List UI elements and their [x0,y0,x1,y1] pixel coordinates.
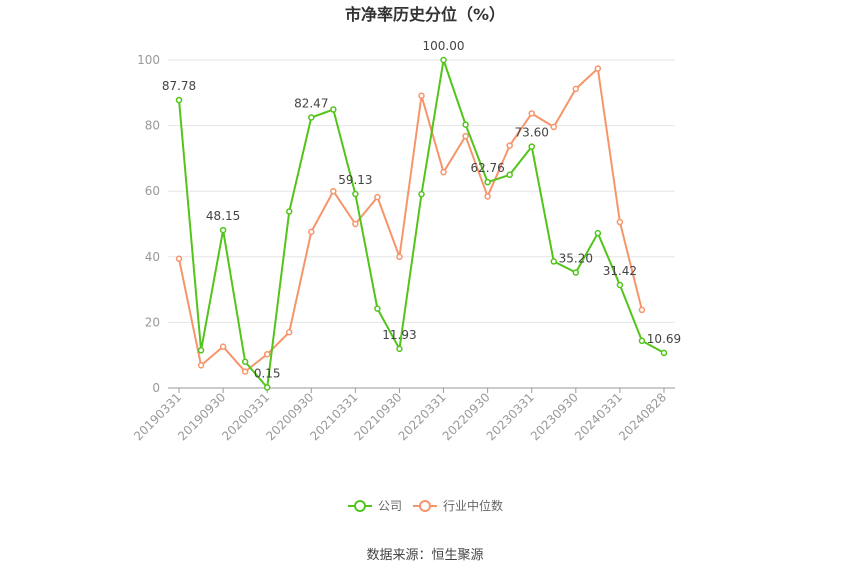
legend-label: 公司 [378,499,402,513]
data-point [638,306,646,314]
data-point [484,193,491,200]
data-labels: 87.78 48.15 0.15 82.47 59.13 11.93 100.00 62.76… [162,39,681,381]
data-point [616,218,624,226]
data-point [374,193,381,201]
data-point [396,345,403,353]
data-label: 31.42 [603,264,637,278]
data-point [396,253,403,261]
data-point [263,384,271,391]
data-point [285,328,293,336]
data-point [528,110,535,117]
chart-title: 市净率历史分位（%） [345,5,505,24]
data-point [175,96,183,104]
data-point [219,226,227,234]
data-point [550,258,558,265]
data-point [197,362,205,369]
data-point [484,178,491,186]
legend[interactable]: 公司 行业中位数 [348,498,503,513]
data-point [418,92,425,100]
y-tick-label: 40 [145,250,160,264]
data-point [660,349,668,357]
data-point [506,171,513,179]
data-label: 100.00 [423,39,465,53]
y-tick-label: 20 [145,315,160,329]
data-point [263,350,271,358]
data-point [352,220,359,228]
data-point [219,343,227,350]
data-point [352,190,359,198]
data-label: 10.69 [647,332,681,346]
data-point [418,190,425,198]
legend-swatch-marker [419,500,431,512]
data-label: 62.76 [470,161,504,175]
data-point [175,255,183,263]
data-point [330,187,337,195]
data-point [572,85,580,93]
data-point [308,114,315,121]
data-point [462,132,469,140]
data-label: 11.93 [382,328,416,342]
y-axis: 0 20 40 60 80 100 [137,53,160,395]
data-label: 35.20 [559,252,593,266]
data-point [440,56,447,64]
data-point [374,305,381,312]
data-point [616,281,624,289]
data-point [440,168,447,176]
data-point [572,269,580,276]
series-line-0 [178,59,665,389]
data-point [285,208,293,215]
data-label: 87.78 [162,79,196,93]
data-point [594,229,602,237]
legend-swatch-marker [354,500,366,512]
y-tick-label: 80 [145,119,160,133]
data-point [462,121,469,128]
data-point [241,358,249,366]
x-axis: 2019033120190930202003312020093020210331… [131,387,675,443]
data-label: 59.13 [338,173,372,187]
data-point [594,65,602,72]
data-label: 0.15 [254,367,281,381]
series-layer [175,56,668,391]
data-point [197,347,205,354]
x-tick-label: 20240828 [616,390,669,443]
y-tick-label: 0 [152,381,160,395]
data-point [638,337,646,345]
series-line-1 [178,67,643,373]
data-label: 48.15 [206,209,240,223]
data-point [506,142,513,149]
data-point [241,368,249,375]
data-label: 82.47 [294,96,328,110]
y-tick-label: 100 [137,53,160,67]
data-label: 73.60 [515,126,549,140]
data-point [528,143,535,150]
y-tick-label: 60 [145,184,160,198]
source-text: 数据来源：恒生聚源 [366,548,483,563]
data-point [550,123,558,131]
data-point [308,228,315,236]
legend-label: 行业中位数 [443,498,503,513]
data-point [330,106,337,113]
